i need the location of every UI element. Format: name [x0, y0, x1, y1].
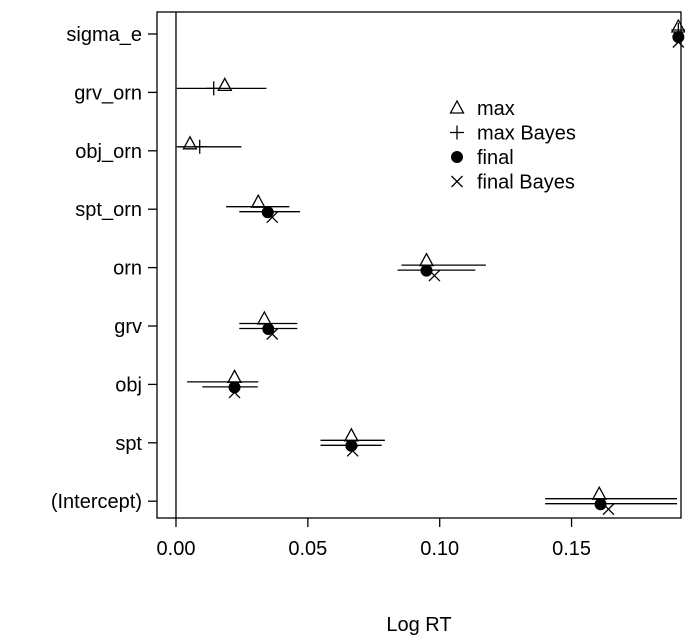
legend-label-final: final — [477, 147, 514, 169]
x-axis: 0.00 0.05 0.10 0.15 — [157, 518, 591, 560]
point-final-bayes-grv — [266, 328, 279, 340]
y-tick-label-grv-orn: grv_orn — [74, 82, 142, 104]
legend-symbol-max — [449, 99, 465, 114]
point-final-obj — [228, 381, 241, 394]
y-tick-label-spt: spt — [115, 433, 142, 455]
x-tick-label-0: 0.00 — [157, 538, 196, 560]
point-max-spt-orn — [250, 193, 266, 208]
point-max-grv-orn — [217, 77, 233, 92]
legend-symbol-final-bayes — [451, 175, 463, 188]
point-final-bayes-intercept — [602, 503, 615, 516]
point-final-orn — [420, 264, 433, 277]
point-final-sigma-e — [672, 31, 685, 43]
point-final-intercept — [594, 498, 607, 511]
y-tick-label-intercept: (Intercept) — [51, 491, 142, 513]
interval-lines — [176, 87, 678, 505]
point-max-orn — [418, 252, 435, 267]
legend-label-max-bayes: max Bayes — [477, 123, 576, 145]
point-final-bayes-sigma-e — [672, 36, 685, 48]
y-tick-label-grv: grv — [114, 316, 142, 338]
y-tick-label-obj-orn: obj_orn — [75, 141, 142, 163]
y-tick-label-orn: orn — [113, 258, 142, 280]
point-max-bayes-grv-orn — [206, 81, 221, 96]
point-final-bayes-spt-orn — [266, 211, 279, 224]
x-tick-label-3: 0.15 — [552, 538, 591, 560]
point-max-intercept — [591, 485, 607, 500]
y-tick-label-obj: obj — [115, 374, 142, 396]
point-max-spt — [343, 427, 359, 442]
data-points — [182, 18, 685, 516]
x-tick-label-1: 0.05 — [288, 538, 327, 560]
point-max-grv — [256, 310, 272, 325]
legend-label-max: max — [477, 98, 515, 120]
point-max-bayes-obj-orn — [192, 139, 207, 154]
plot-frame — [156, 11, 682, 519]
point-final-grv — [262, 323, 275, 335]
point-final-bayes-spt — [346, 444, 359, 457]
legend-symbol-max-bayes — [450, 125, 464, 140]
y-tick-label-spt-orn: spt_orn — [75, 199, 142, 221]
point-max-obj-orn — [182, 135, 198, 150]
y-tick-label-sigma-e: sigma_e — [66, 24, 142, 46]
point-max-obj — [226, 369, 243, 384]
point-final-bayes-orn — [428, 269, 441, 282]
point-final-bayes-obj — [228, 386, 241, 399]
legend-symbol-final — [451, 151, 463, 163]
x-axis-label: Log RT — [386, 614, 451, 636]
x-tick-label-2: 0.10 — [420, 538, 459, 560]
legend-label-final-bayes: final Bayes — [477, 172, 575, 194]
